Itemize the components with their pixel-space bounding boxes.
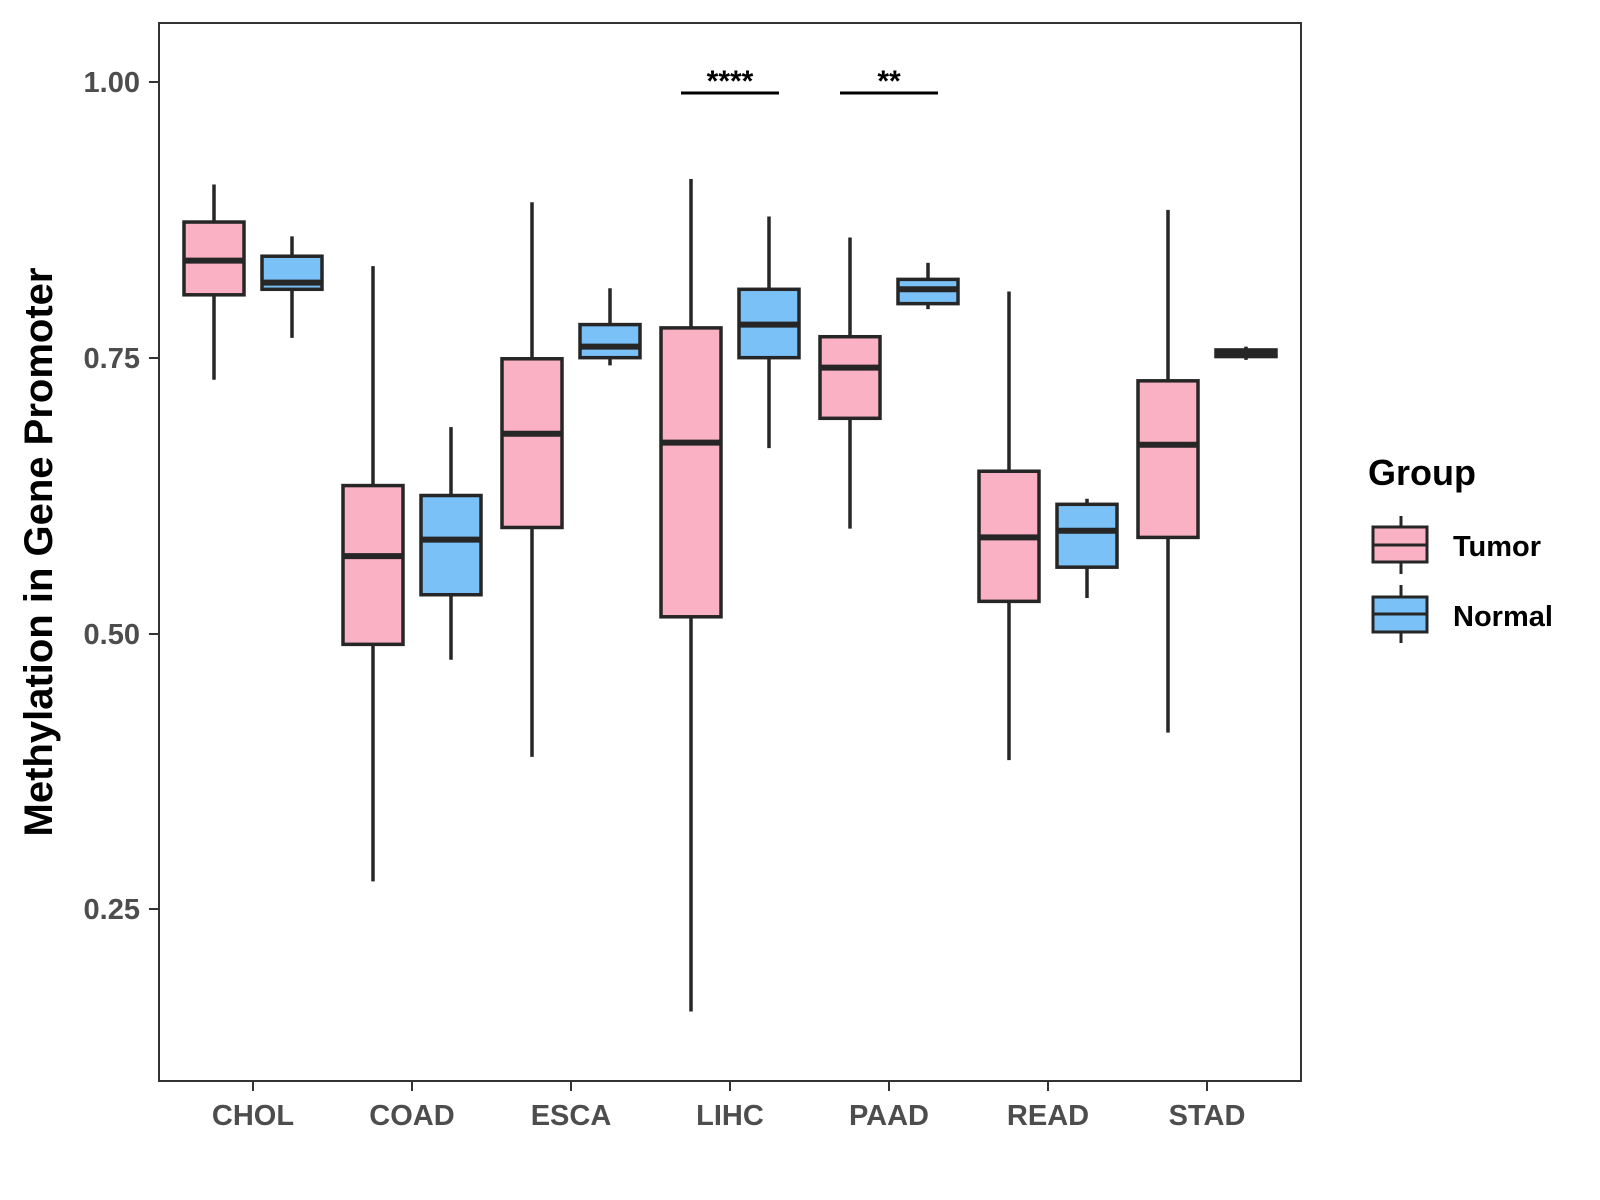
y-tick-label: 0.25: [84, 894, 140, 926]
y-tick-label: 1.00: [84, 67, 140, 99]
box-tumor-esca: [500, 202, 564, 757]
y-axis: 0.25 0.50 0.75 1.00: [84, 67, 159, 926]
box-normal-lihc: [737, 216, 801, 449]
x-tick: COAD: [369, 1081, 455, 1132]
legend-title: Group: [1368, 452, 1476, 493]
plot-panel: [158, 22, 1302, 1082]
y-tick: 0.50: [84, 619, 159, 651]
box-normal-paad: [896, 262, 960, 310]
iqr-box-tumor-coad: [341, 483, 405, 647]
x-axis: CHOL COAD ESCA LIHC PAAD READ STAD: [212, 1081, 1245, 1132]
x-tick-label: ESCA: [531, 1100, 612, 1132]
box-tumor-chol: [182, 184, 246, 380]
box-normal-stad: [1214, 346, 1278, 360]
x-tick: LIHC: [696, 1081, 764, 1132]
x-tick: STAD: [1169, 1081, 1246, 1132]
x-tick: PAAD: [849, 1081, 929, 1132]
box-normal-coad: [419, 427, 483, 660]
iqr-box-tumor-paad: [818, 334, 882, 421]
x-tick-label: CHOL: [212, 1100, 294, 1132]
x-tick-label: COAD: [369, 1100, 454, 1132]
significance-label-paad: **: [877, 65, 901, 98]
legend: Group Tumor Normal: [1368, 452, 1553, 643]
y-axis-title: Methylation in Gene Promoter: [17, 268, 61, 837]
box-normal-esca: [578, 288, 642, 366]
legend-label-normal: Normal: [1453, 601, 1553, 633]
iqr-box-normal-coad: [419, 493, 483, 597]
x-tick-label: STAD: [1169, 1100, 1246, 1132]
x-tick-label: LIHC: [696, 1100, 764, 1132]
box-tumor-read: [977, 291, 1041, 761]
legend-item-tumor: Tumor: [1371, 516, 1541, 574]
legend-label-tumor: Tumor: [1453, 531, 1541, 563]
box-normal-read: [1055, 498, 1119, 599]
box-tumor-lihc: [659, 179, 723, 1012]
y-tick-label: 0.75: [84, 343, 140, 375]
boxes-layer: [182, 179, 1278, 1012]
iqr-box-tumor-esca: [500, 357, 564, 530]
iqr-box-normal-esca: [578, 322, 642, 360]
y-tick-label: 0.50: [84, 619, 140, 651]
iqr-box-tumor-lihc: [659, 326, 723, 619]
x-tick: CHOL: [212, 1081, 294, 1132]
x-tick-label: PAAD: [849, 1100, 929, 1132]
box-normal-chol: [260, 236, 324, 338]
box-tumor-stad: [1136, 209, 1200, 733]
y-tick: 0.25: [84, 894, 159, 926]
y-tick: 1.00: [84, 67, 159, 99]
x-tick: READ: [1007, 1081, 1089, 1132]
significance-label-lihc: ****: [707, 65, 754, 98]
legend-item-normal: Normal: [1371, 585, 1553, 643]
iqr-box-normal-read: [1055, 502, 1119, 569]
x-tick-label: READ: [1007, 1100, 1089, 1132]
box-tumor-coad: [341, 266, 405, 882]
iqr-box-tumor-stad: [1136, 379, 1200, 540]
significance-annotations: **** **: [681, 65, 938, 98]
x-tick: ESCA: [531, 1081, 612, 1132]
y-tick: 0.75: [84, 343, 159, 375]
box-tumor-paad: [818, 237, 882, 529]
